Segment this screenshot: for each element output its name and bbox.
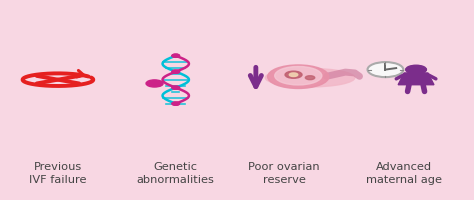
Circle shape (172, 55, 180, 58)
Circle shape (172, 103, 180, 106)
Text: Advanced
maternal age: Advanced maternal age (366, 161, 442, 185)
Circle shape (305, 76, 315, 80)
Text: Poor ovarian
reserve: Poor ovarian reserve (248, 161, 320, 185)
Ellipse shape (275, 67, 322, 86)
Circle shape (172, 87, 180, 90)
Circle shape (406, 66, 427, 75)
Circle shape (172, 71, 180, 74)
Text: Previous
IVF failure: Previous IVF failure (29, 161, 87, 185)
Ellipse shape (268, 66, 329, 89)
Circle shape (289, 74, 298, 77)
Circle shape (172, 55, 180, 58)
Circle shape (146, 80, 163, 88)
Circle shape (367, 63, 403, 78)
Ellipse shape (265, 69, 355, 88)
Circle shape (172, 71, 180, 74)
Text: Genetic
abnormalities: Genetic abnormalities (137, 161, 215, 185)
Polygon shape (398, 74, 434, 85)
Circle shape (172, 87, 180, 90)
Circle shape (154, 83, 163, 86)
Circle shape (172, 103, 180, 106)
Circle shape (285, 72, 302, 79)
